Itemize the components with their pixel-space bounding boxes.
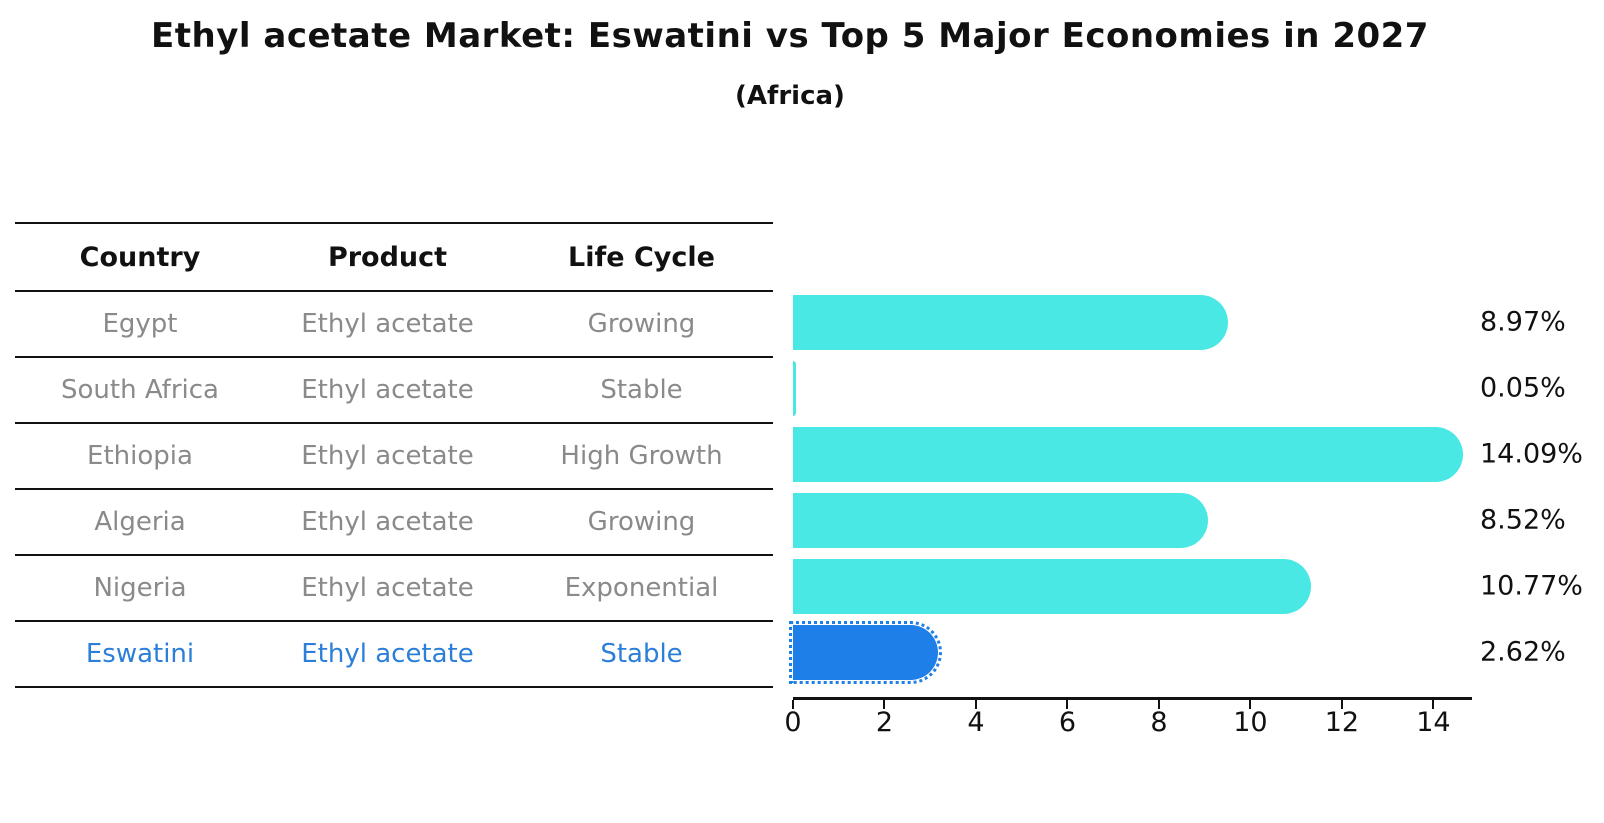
x-tick-10 xyxy=(1249,700,1252,709)
country-table: Country Product Life Cycle Egypt Ethyl ac… xyxy=(15,222,773,688)
x-tick-12 xyxy=(1340,700,1343,709)
country-cell: Nigeria xyxy=(93,573,187,603)
bar-eswatini xyxy=(789,620,942,684)
bar-algeria xyxy=(793,492,1208,548)
product-cell: Ethyl acetate xyxy=(301,375,474,405)
country-cell: Egypt xyxy=(102,309,178,339)
column-header-country: Country xyxy=(79,241,201,273)
bar-south-africa xyxy=(793,360,796,416)
x-tick-label-6: 6 xyxy=(1058,707,1077,738)
table-row-egypt: Egypt Ethyl acetate Growing xyxy=(15,292,773,358)
x-tick-8 xyxy=(1157,700,1160,709)
life-cycle-cell: High Growth xyxy=(560,441,723,471)
table-body: Egypt Ethyl acetate Growing South Africa Eth… xyxy=(15,292,773,688)
life-cycle-cell: Stable xyxy=(600,375,683,405)
table-row-eswatini: Eswatini Ethyl acetate Stable xyxy=(15,622,773,688)
x-tick-label-4: 4 xyxy=(967,707,985,738)
country-cell: Algeria xyxy=(94,507,186,537)
value-label-nigeria: 10.77% xyxy=(1480,570,1583,602)
x-tick-label-8: 8 xyxy=(1150,707,1168,738)
bar-nigeria xyxy=(793,558,1311,614)
x-tick-label-0: 0 xyxy=(784,707,802,738)
bar-ethiopia xyxy=(793,426,1463,482)
life-cycle-cell: Stable xyxy=(600,639,683,669)
table-row-south-africa: South Africa Ethyl acetate Stable xyxy=(15,358,773,424)
chart-subtitle: (Africa) xyxy=(735,81,845,111)
product-cell: Ethyl acetate xyxy=(301,573,474,603)
x-tick-label-12: 12 xyxy=(1324,707,1360,738)
x-tick-label-10: 10 xyxy=(1233,707,1268,738)
x-tick-14 xyxy=(1432,700,1435,709)
country-cell: Eswatini xyxy=(85,639,195,669)
product-cell: Ethyl acetate xyxy=(301,507,474,537)
bar-egypt xyxy=(793,294,1229,350)
country-cell: Ethiopia xyxy=(87,441,193,471)
product-cell: Ethyl acetate xyxy=(301,639,474,669)
x-tick-6 xyxy=(1066,700,1069,709)
product-cell: Ethyl acetate xyxy=(301,441,474,471)
x-axis-line xyxy=(793,697,1472,700)
table-row-algeria: Algeria Ethyl acetate Growing xyxy=(15,490,773,556)
x-tick-2 xyxy=(883,700,886,709)
country-cell: South Africa xyxy=(61,375,219,405)
value-label-south-africa: 0.05% xyxy=(1480,372,1566,404)
table-row-nigeria: Nigeria Ethyl acetate Exponential xyxy=(15,556,773,622)
column-header-product: Product xyxy=(327,241,448,273)
table-row-ethiopia: Ethiopia Ethyl acetate High Growth xyxy=(15,424,773,490)
x-tick-0 xyxy=(792,700,794,709)
product-cell: Ethyl acetate xyxy=(301,309,474,339)
x-tick-label-14: 14 xyxy=(1416,707,1451,738)
life-cycle-cell: Growing xyxy=(587,507,696,537)
life-cycle-cell: Exponential xyxy=(564,573,719,603)
value-label-egypt: 8.97% xyxy=(1480,306,1566,338)
value-label-eswatini: 2.62% xyxy=(1480,636,1566,668)
value-label-ethiopia: 14.09% xyxy=(1480,438,1583,470)
column-header-life-cycle: Life Cycle xyxy=(568,241,715,273)
bar-area xyxy=(789,290,1470,686)
value-label-algeria: 8.52% xyxy=(1480,504,1566,536)
x-tick-4 xyxy=(974,700,977,709)
table-header-row: Country Product Life Cycle xyxy=(15,224,773,292)
chart-title: Ethyl acetate Market: Eswatini vs Top 5 … xyxy=(151,16,1429,56)
life-cycle-cell: Growing xyxy=(587,309,696,339)
x-tick-label-2: 2 xyxy=(875,707,894,738)
